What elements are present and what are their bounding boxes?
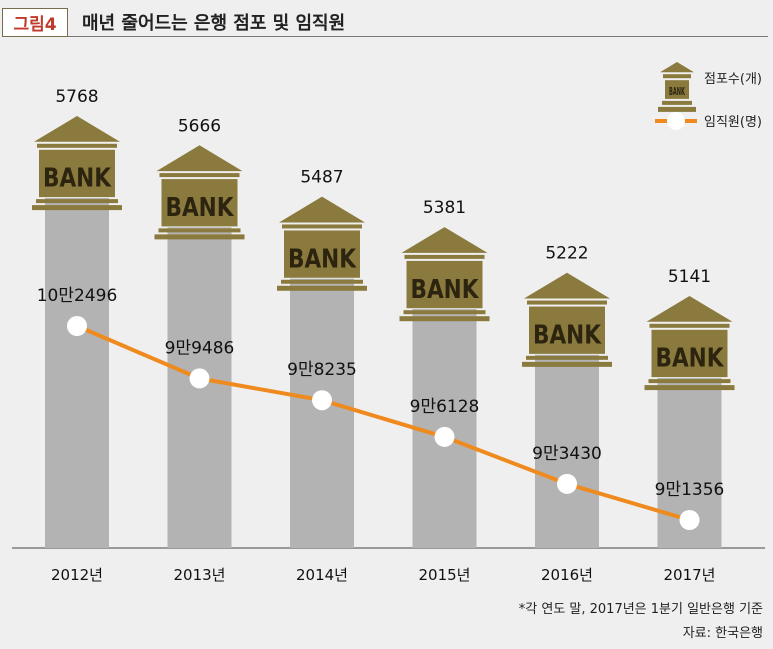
line-value-label: 9만9486 — [165, 338, 235, 358]
bank-building-icon: BANK — [522, 272, 612, 367]
legend-label-branches: 점포수(개) — [704, 72, 762, 87]
line-point — [312, 390, 332, 411]
svg-text:BANK: BANK — [656, 344, 725, 374]
bar-value-label: 5487 — [300, 168, 343, 188]
bank-building-icon: BANK — [32, 116, 122, 211]
bar-value-label: 5222 — [545, 244, 588, 264]
line-point — [434, 426, 455, 447]
x-tick-label: 2014년 — [296, 566, 348, 584]
footnote: *각 연도 말, 2017년은 1분기 일반은행 기준 — [518, 602, 763, 617]
line-point — [67, 316, 87, 336]
bank-building-icon: BANK — [644, 296, 735, 391]
bar-value-label: 5768 — [55, 87, 98, 107]
x-tick-label: 2017년 — [664, 566, 716, 584]
line-value-label: 9만6128 — [410, 397, 480, 417]
bar-pillar — [535, 354, 599, 548]
line-point — [557, 473, 577, 494]
line-value-label: 9만1356 — [655, 480, 725, 500]
bar-pillar — [45, 198, 109, 548]
line-value-label: 10만2496 — [37, 286, 118, 306]
legend-marker — [667, 112, 685, 130]
title-rule — [68, 36, 768, 37]
x-tick-label: 2013년 — [174, 566, 226, 584]
svg-text:BANK: BANK — [43, 164, 112, 194]
svg-text:BANK: BANK — [533, 320, 602, 350]
svg-text:BANK: BANK — [669, 87, 686, 98]
x-tick-label: 2016년 — [541, 566, 593, 584]
legend-label-employees: 임직원(명) — [704, 115, 762, 130]
line-point — [679, 510, 700, 530]
source-note: 자료: 한국은행 — [682, 626, 763, 641]
bank-building-icon: BANK — [154, 145, 245, 240]
x-tick-label: 2015년 — [419, 566, 471, 584]
line-value-label: 9만3430 — [532, 444, 602, 464]
bank-building-icon: BANK — [277, 196, 367, 291]
line-value-label: 9만8235 — [287, 360, 357, 380]
bar-value-label: 5141 — [668, 267, 711, 287]
svg-text:BANK: BANK — [166, 193, 235, 223]
employee-line — [76, 324, 691, 522]
x-tick-label: 2012년 — [51, 566, 103, 584]
chart-title: 매년 줄어드는 은행 점포 및 임직원 — [82, 13, 346, 34]
svg-text:BANK: BANK — [288, 244, 357, 274]
legend-bank-icon: BANK — [658, 62, 696, 112]
figure-label: 그림4 — [2, 8, 68, 37]
bar-value-label: 5666 — [178, 116, 221, 136]
bar-value-label: 5381 — [423, 198, 466, 218]
bank-building-icon: BANK — [399, 227, 490, 322]
bar-pillar — [290, 278, 354, 548]
line-point — [189, 368, 210, 389]
svg-text:BANK: BANK — [411, 275, 480, 305]
